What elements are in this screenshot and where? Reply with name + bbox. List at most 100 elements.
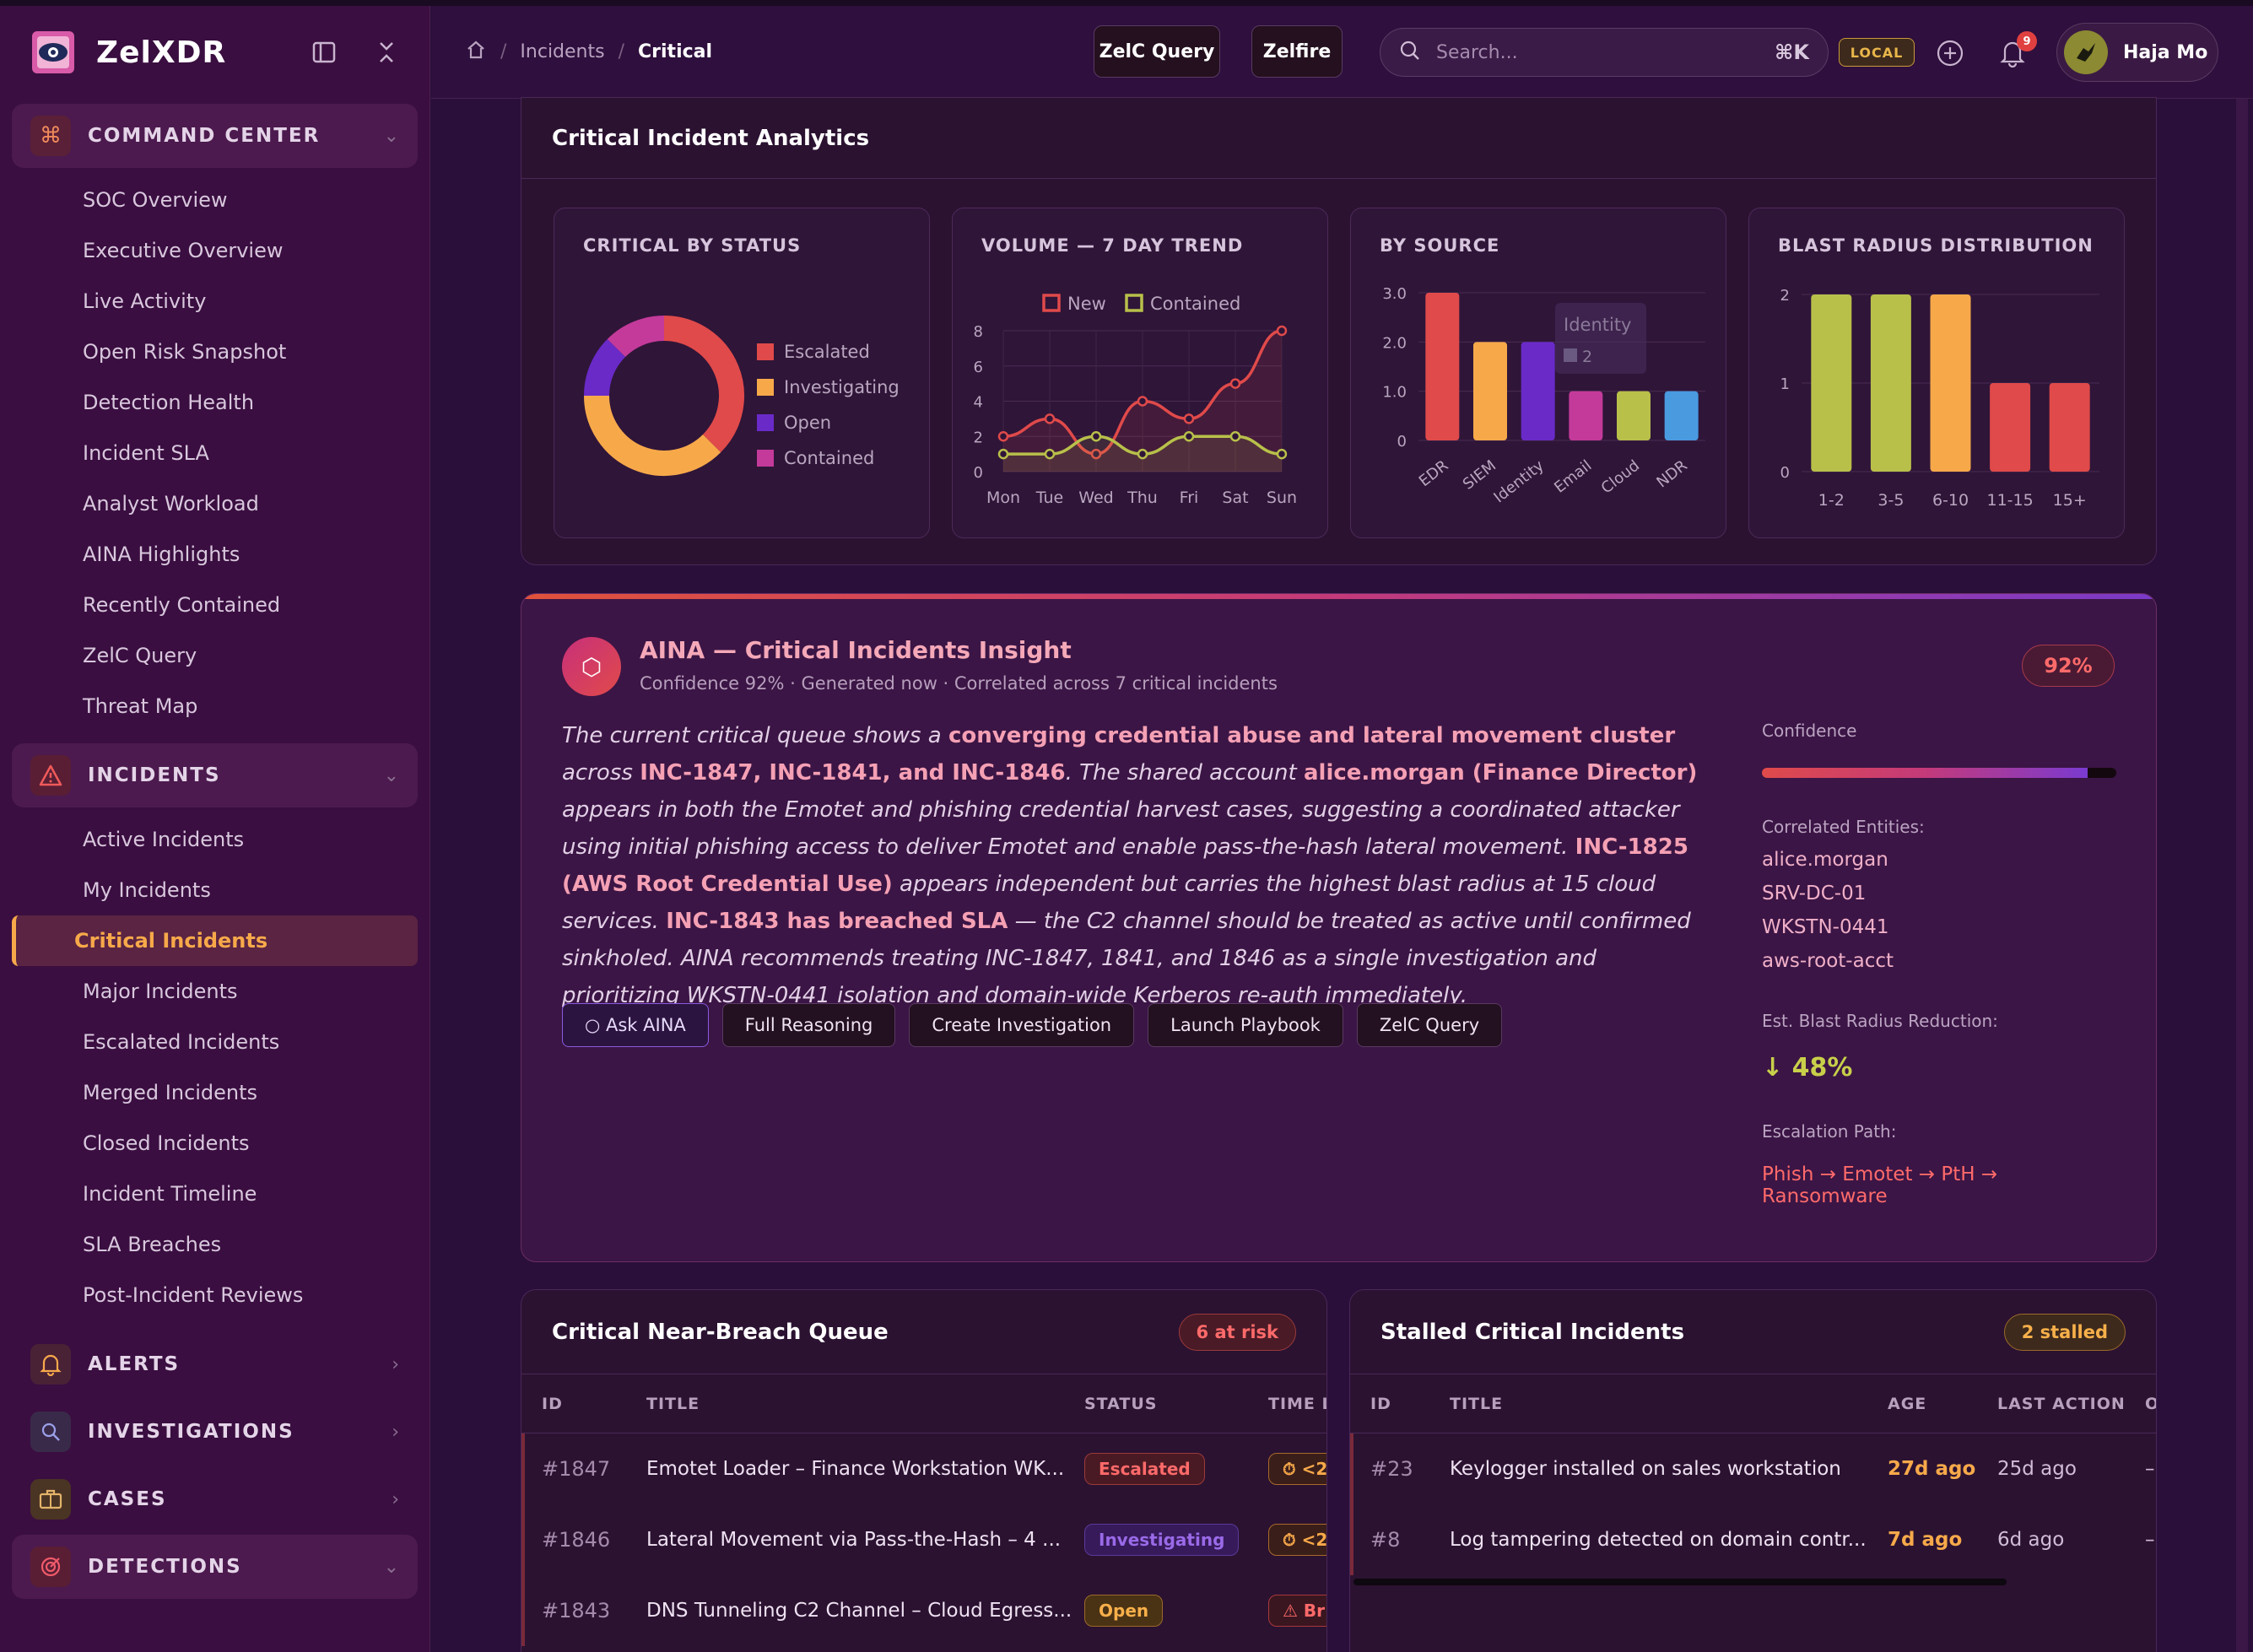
entity-link[interactable]: WKSTN-0441 [1762, 916, 1889, 938]
col-time[interactable]: TIME LI [1268, 1394, 1326, 1413]
data-point-contained[interactable] [1183, 431, 1195, 442]
home-icon[interactable] [465, 39, 487, 66]
donut-slice-open[interactable] [584, 338, 626, 397]
col-status[interactable]: STATUS [1084, 1394, 1158, 1413]
launch-playbook-button[interactable]: Launch Playbook [1148, 1003, 1343, 1047]
col-title[interactable]: TITLE [646, 1394, 700, 1413]
incident-id[interactable]: #1846 [542, 1528, 611, 1552]
entity-link[interactable]: SRV-DC-01 [1762, 883, 1867, 904]
sidebar-item-my-incidents[interactable]: My Incidents [83, 878, 211, 902]
nav-section-detections[interactable]: DETECTIONS ⌄ [12, 1535, 418, 1599]
bar-6-10[interactable] [1930, 294, 1971, 472]
zelxdr-logo-icon[interactable] [29, 28, 78, 77]
nav-section-cases[interactable]: CASES › [12, 1467, 418, 1531]
incident-title[interactable]: Emotet Loader – Finance Workstation WK..… [646, 1458, 1065, 1480]
data-point-contained[interactable] [1137, 448, 1148, 460]
col-age[interactable]: AGE [1888, 1394, 1927, 1413]
breadcrumb-incidents[interactable]: Incidents [520, 41, 605, 62]
data-point-contained[interactable] [997, 448, 1009, 460]
bar-15+[interactable] [2049, 383, 2090, 472]
sidebar-item-closed-incidents[interactable]: Closed Incidents [83, 1131, 250, 1155]
sidebar-item-executive-overview[interactable]: Executive Overview [83, 239, 284, 262]
create-investigation-button[interactable]: Create Investigation [909, 1003, 1135, 1047]
zelc-query-button[interactable]: ZelC Query [1094, 25, 1220, 78]
sidebar-item-active-incidents[interactable]: Active Incidents [83, 828, 245, 851]
search-box[interactable]: Search... ⌘K [1380, 28, 1829, 77]
incident-id[interactable]: #8 [1370, 1528, 1401, 1552]
sidebar-item-incident-sla[interactable]: Incident SLA [83, 441, 209, 465]
incident-title[interactable]: Lateral Movement via Pass-the-Hash – 4 .… [646, 1529, 1062, 1551]
sidebar-item-post-incident-reviews[interactable]: Post-Incident Reviews [83, 1283, 304, 1307]
sidebar-item-incident-timeline[interactable]: Incident Timeline [83, 1182, 257, 1206]
notifications-bell-icon[interactable] [1997, 38, 2028, 68]
data-point-contained[interactable] [1276, 448, 1288, 460]
sidebar-item-soc-overview[interactable]: SOC Overview [83, 188, 228, 212]
bar-email[interactable] [1569, 391, 1603, 440]
table-row[interactable]: #1846 Lateral Movement via Pass-the-Hash … [521, 1504, 1326, 1575]
sidebar-item-major-incidents[interactable]: Major Incidents [83, 980, 238, 1003]
bar-ndr[interactable] [1664, 391, 1699, 440]
sidebar-item-analyst-workload[interactable]: Analyst Workload [83, 492, 259, 516]
nav-section-investigations[interactable]: INVESTIGATIONS › [12, 1400, 418, 1464]
sidebar-toggle-icon[interactable] [310, 38, 338, 67]
incident-id[interactable]: #1847 [542, 1457, 611, 1481]
col-id[interactable]: ID [542, 1394, 563, 1413]
entity-link[interactable]: alice.morgan [1762, 849, 1888, 871]
table-row[interactable]: #1843 DNS Tunneling C2 Channel – Cloud Eg… [521, 1575, 1326, 1646]
incident-id[interactable]: #23 [1370, 1457, 1413, 1481]
sidebar-item-critical-incidents[interactable]: Critical Incidents [12, 915, 418, 966]
sidebar-item-aina-highlights[interactable]: AINA Highlights [83, 543, 240, 566]
col-owner[interactable]: O [2145, 1395, 2156, 1413]
table-row[interactable]: #8 Log tampering detected on domain contr… [1350, 1504, 2156, 1575]
zelfire-button[interactable]: Zelfire [1251, 25, 1343, 78]
table-horizontal-scrollbar[interactable] [1353, 1579, 2007, 1585]
bar-identity[interactable] [1521, 342, 1555, 440]
bar-3-5[interactable] [1870, 294, 1911, 472]
data-point-new[interactable] [1229, 378, 1241, 389]
bar-siem[interactable] [1473, 342, 1507, 440]
col-title[interactable]: TITLE [1450, 1394, 1504, 1413]
sidebar-item-escalated-incidents[interactable]: Escalated Incidents [83, 1030, 280, 1054]
sidebar-item-merged-incidents[interactable]: Merged Incidents [83, 1081, 258, 1104]
data-point-contained[interactable] [1229, 431, 1241, 442]
data-point-new[interactable] [1276, 325, 1288, 337]
sidebar-item-sla-breaches[interactable]: SLA Breaches [83, 1233, 222, 1256]
sidebar-item-open-risk-snapshot[interactable]: Open Risk Snapshot [83, 340, 287, 364]
bar-11-15[interactable] [1990, 383, 2031, 472]
data-point-new[interactable] [1090, 448, 1102, 460]
search-input[interactable]: Search... [1436, 41, 1518, 63]
data-point-contained[interactable] [1044, 448, 1056, 460]
ask-aina-button[interactable]: ○ Ask AINA [562, 1003, 709, 1047]
col-id[interactable]: ID [1370, 1394, 1391, 1413]
data-point-new[interactable] [1044, 413, 1056, 424]
entity-link[interactable]: aws-root-acct [1762, 950, 1894, 972]
nav-section-incidents[interactable]: INCIDENTS ⌄ [12, 743, 418, 807]
donut-slice-investigating[interactable] [584, 395, 721, 476]
table-row[interactable]: #23 Keylogger installed on sales workstat… [1350, 1433, 2156, 1504]
data-point-new[interactable] [1137, 396, 1148, 407]
nav-section-alerts[interactable]: ALERTS › [12, 1332, 418, 1396]
donut-slice-escalated[interactable] [663, 316, 744, 453]
incident-id[interactable]: #1843 [542, 1599, 611, 1622]
sidebar-item-detection-health[interactable]: Detection Health [83, 391, 255, 414]
sidebar-item-recently-contained[interactable]: Recently Contained [83, 593, 281, 617]
donut-slice-contained[interactable] [607, 316, 665, 358]
page-scrollbar[interactable] [2236, 99, 2248, 1652]
sidebar-item-zelc-query[interactable]: ZelC Query [83, 644, 197, 667]
full-reasoning-button[interactable]: Full Reasoning [721, 1003, 896, 1047]
zelc-query-button[interactable]: ZelC Query [1356, 1003, 1503, 1047]
collapse-icon[interactable] [372, 38, 401, 67]
data-point-contained[interactable] [1090, 431, 1102, 442]
incident-title[interactable]: Log tampering detected on domain contr..… [1450, 1529, 1867, 1551]
table-row[interactable]: #1847 Emotet Loader – Finance Workstation… [521, 1433, 1326, 1504]
incident-title[interactable]: Keylogger installed on sales workstation [1450, 1458, 1841, 1480]
incident-title[interactable]: DNS Tunneling C2 Channel – Cloud Egress.… [646, 1600, 1072, 1622]
nav-section-command-center[interactable]: ⌘ COMMAND CENTER ⌄ [12, 104, 418, 168]
data-point-new[interactable] [1183, 413, 1195, 424]
bar-1-2[interactable] [1811, 294, 1852, 472]
user-menu[interactable]: Haja Mo [2056, 23, 2218, 82]
bar-edr[interactable] [1425, 293, 1460, 440]
sidebar-item-live-activity[interactable]: Live Activity [83, 289, 207, 313]
data-point-new[interactable] [997, 431, 1009, 442]
add-icon[interactable] [1935, 38, 1965, 68]
